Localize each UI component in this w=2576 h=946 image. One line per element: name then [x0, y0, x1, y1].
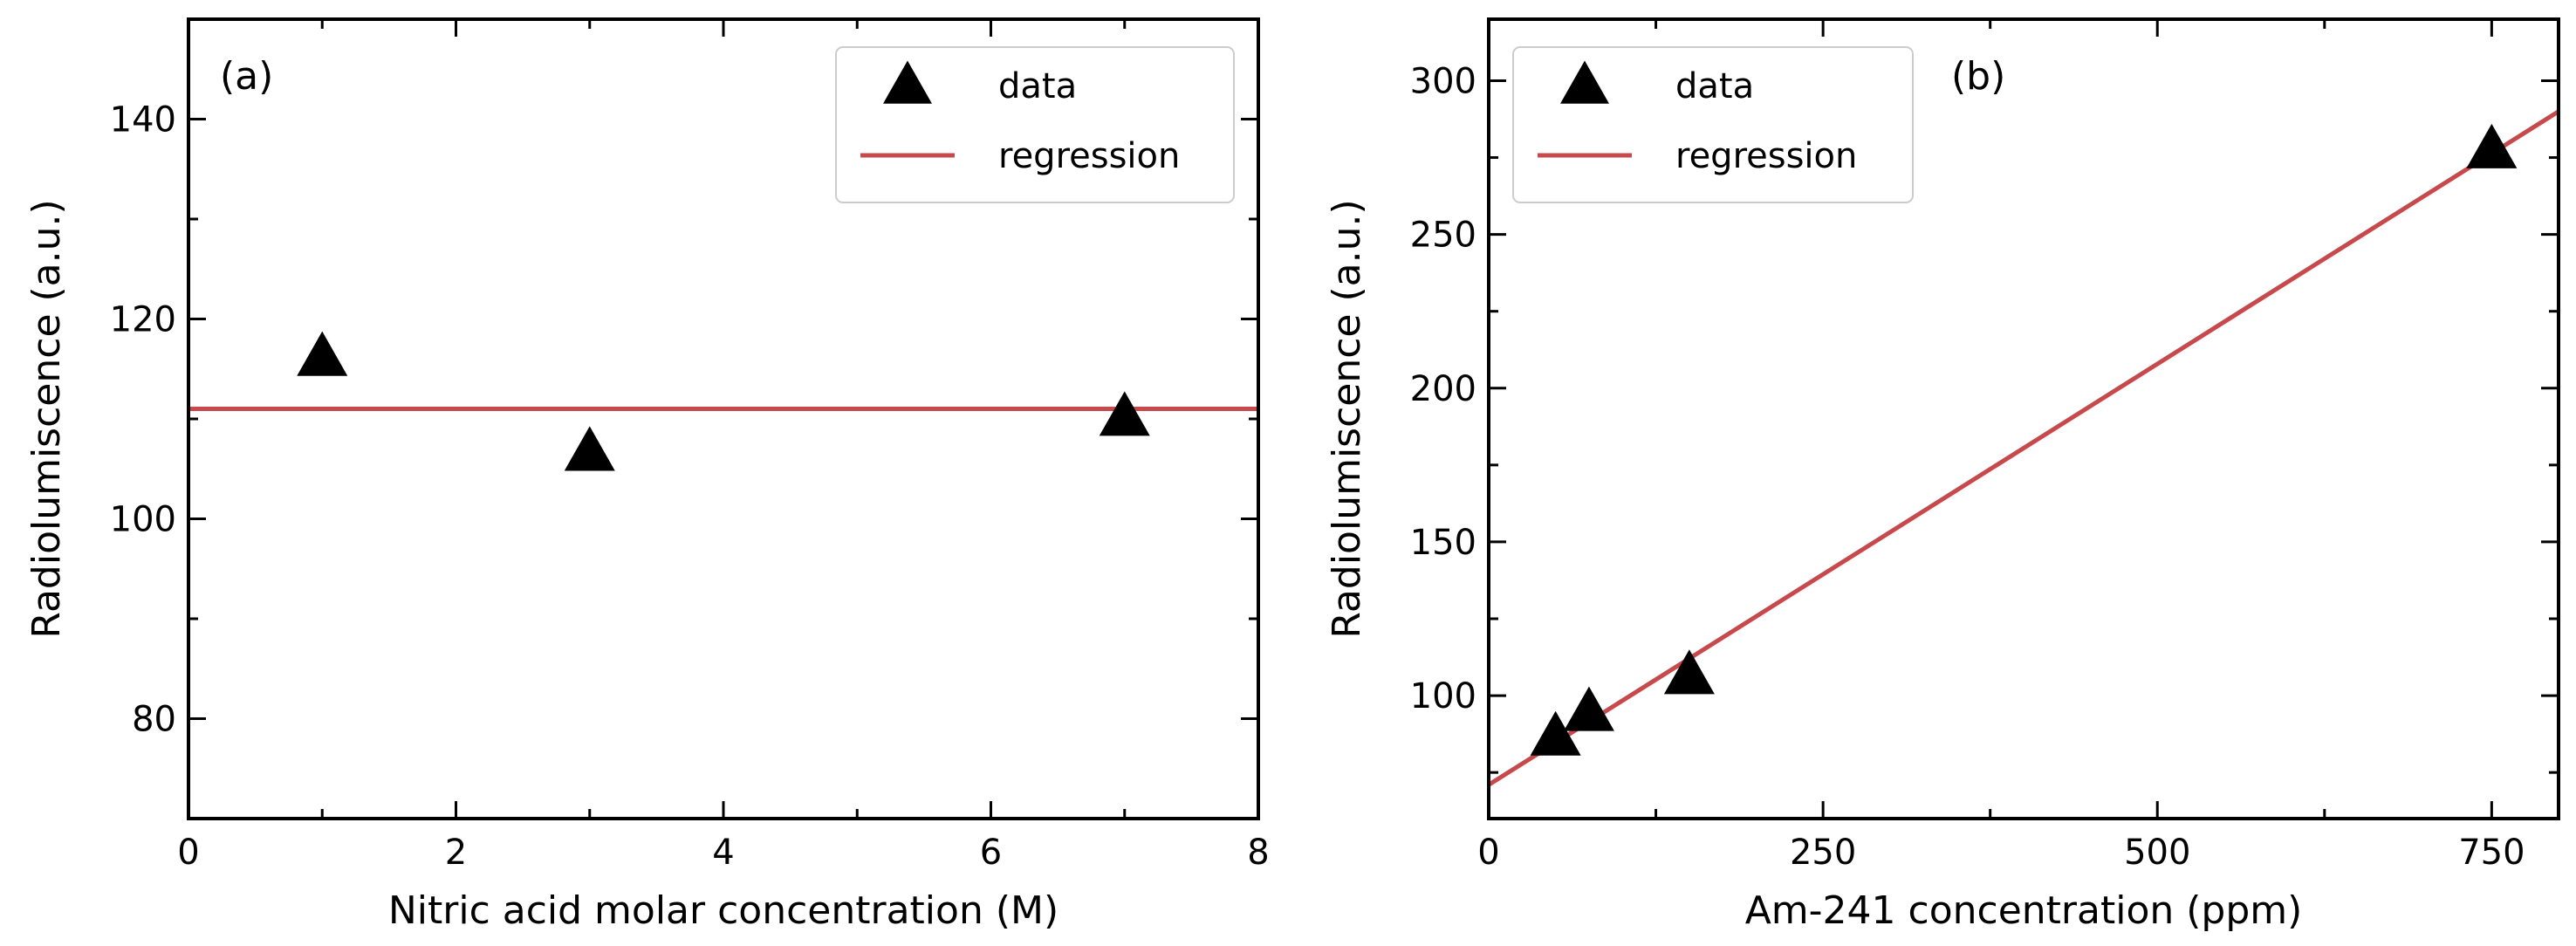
- x-tick-label: 750: [2458, 833, 2525, 873]
- y-tick-label: 250: [1410, 216, 1476, 256]
- panel-b-label: (b): [1951, 54, 2005, 99]
- panel-b-legend: data regression: [1512, 46, 1914, 203]
- panel-b-legend-box: [1512, 46, 1914, 203]
- panel-b-legend-data-marker: [1560, 60, 1609, 104]
- panel-a-legend-data-label: data: [998, 66, 1077, 106]
- panel-a-legend: data regression: [835, 46, 1235, 203]
- panel-b-regression-series: [1487, 109, 2560, 787]
- panel-a-label: (a): [220, 54, 273, 99]
- y-tick-label: 100: [1410, 676, 1476, 716]
- data-point: [1563, 686, 1614, 731]
- panel-b-x-axis-label: Am-241 concentration (ppm): [1745, 888, 2303, 933]
- panel-a-legend-data-marker: [883, 60, 932, 104]
- panel-a-tick-labels: 0 2 4 6 8 80 100 120 140: [110, 100, 1270, 874]
- y-tick-label: 120: [110, 300, 176, 340]
- x-tick-label: 500: [2124, 833, 2190, 873]
- x-tick-label: 0: [177, 833, 199, 873]
- x-tick-label: 4: [712, 833, 734, 873]
- panel-b-tick-labels: 0 250 500 750 100 150 200 250 300: [1410, 61, 2525, 873]
- data-point: [1663, 649, 1715, 695]
- panel-a-data-series: [297, 331, 1150, 471]
- panel-b-data-series: [1530, 123, 2518, 756]
- data-point: [1099, 391, 1150, 436]
- y-tick-label: 200: [1410, 369, 1476, 409]
- y-tick-label: 140: [110, 100, 176, 141]
- x-tick-label: 2: [445, 833, 467, 873]
- data-point: [297, 331, 348, 376]
- panel-a: 0 2 4 6 8 80 100 120 140 (a) Nitric acid molar c…: [24, 17, 1270, 933]
- x-tick-label: 8: [1247, 833, 1269, 873]
- panel-b: 0 250 500 750 100 150 200 250 300 (b) Am-241 con…: [1325, 17, 2560, 933]
- x-tick-label: 0: [1477, 833, 1499, 873]
- panel-a-legend-regression-label: regression: [998, 136, 1180, 176]
- panel-a-y-axis-label: Radiolumiscence (a.u.): [24, 199, 69, 638]
- y-tick-label: 300: [1410, 61, 1476, 101]
- data-point: [1530, 710, 1581, 756]
- x-tick-label: 6: [980, 833, 1002, 873]
- panel-b-y-axis-label: Radiolumiscence (a.u.): [1325, 199, 1369, 638]
- regression-line: [1487, 109, 2560, 787]
- y-tick-label: 150: [1410, 523, 1476, 563]
- data-point: [2466, 123, 2518, 168]
- panel-a-x-axis-label: Nitric acid molar concentration (M): [388, 888, 1058, 933]
- data-point: [564, 426, 615, 471]
- panel-b-legend-data-label: data: [1675, 66, 1754, 106]
- y-tick-label: 80: [132, 700, 176, 740]
- panel-a-legend-box: [835, 46, 1235, 203]
- panel-a-plot-frame: [187, 17, 1260, 820]
- y-tick-label: 100: [110, 500, 176, 540]
- panel-b-legend-regression-label: regression: [1675, 136, 1857, 176]
- panel-b-plot-frame: [1487, 17, 2560, 820]
- x-tick-label: 250: [1790, 833, 1856, 873]
